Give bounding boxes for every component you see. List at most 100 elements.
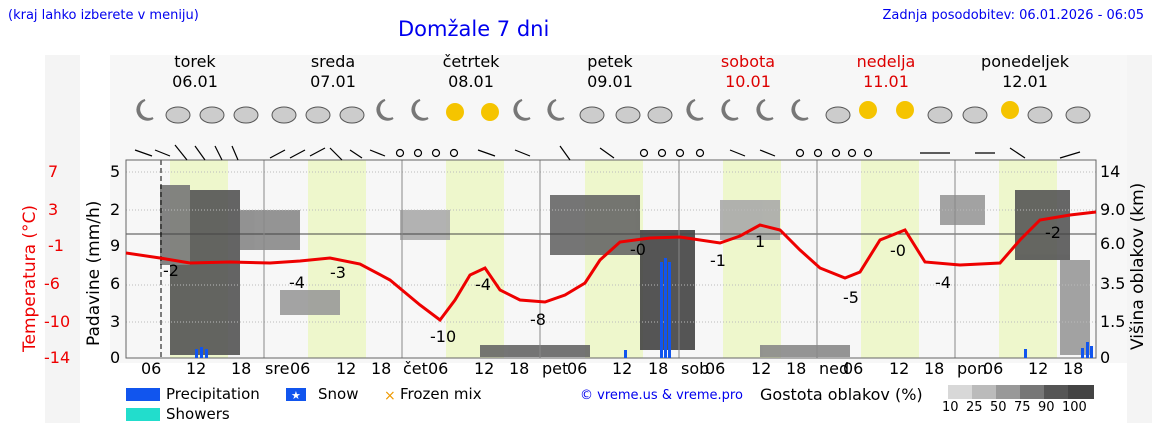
svg-text:-3: -3 xyxy=(330,263,346,282)
temp-tick: 7 xyxy=(48,162,59,181)
x-tick: 12 xyxy=(336,359,357,378)
day-date: 10.01 xyxy=(725,72,771,91)
cloud-tick: 1.5 xyxy=(1100,312,1126,331)
temp-tick: -6 xyxy=(44,274,60,293)
svg-text:1: 1 xyxy=(755,232,765,251)
precip-tick: 2 xyxy=(110,200,121,219)
legend-snow: Snow xyxy=(318,385,359,403)
precip-tick: 3 xyxy=(110,312,121,331)
x-tick: sob xyxy=(681,359,710,378)
credit-link[interactable]: © vreme.us & vreme.pro xyxy=(580,388,743,403)
precip-tick: 6 xyxy=(110,274,121,293)
x-tick: 06 xyxy=(290,359,311,378)
x-tick: 12 xyxy=(751,359,772,378)
precip-tick: 9 xyxy=(110,236,121,255)
temp-annotations: -2 -4 -3 -10 -4 -8 -0 -1 1 -5 -0 -4 -2 xyxy=(163,223,1061,346)
x-tick: ned xyxy=(819,359,850,378)
density-tick: 50 xyxy=(990,400,1007,415)
svg-text:-8: -8 xyxy=(530,310,546,329)
cloud-tick: 6.0 xyxy=(1100,234,1126,253)
x-tick: 12 xyxy=(1028,359,1049,378)
showers-swatch xyxy=(126,408,160,421)
day-date: 12.01 xyxy=(1002,72,1048,91)
x-tick: 18 xyxy=(509,359,530,378)
cloud-density-label: Gostota oblakov (%) xyxy=(760,385,923,404)
svg-text:-10: -10 xyxy=(430,327,456,346)
x-tick: 18 xyxy=(924,359,945,378)
svg-text:-4: -4 xyxy=(289,273,305,292)
temperature-line xyxy=(125,210,1097,323)
day-name: nedelja xyxy=(856,52,916,71)
x-tick: 06 xyxy=(428,359,449,378)
precip-bars xyxy=(195,258,1093,358)
x-tick: 06 xyxy=(141,359,162,378)
page-title: Domžale 7 dni xyxy=(398,17,550,41)
cloud-density xyxy=(160,185,1090,357)
x-tick: 12 xyxy=(612,359,633,378)
x-tick: 18 xyxy=(1063,359,1084,378)
x-tick: pet xyxy=(542,359,569,378)
region-hint: (kraj lahko izberete v meniju) xyxy=(8,8,199,23)
right-axis-band xyxy=(1127,55,1152,423)
temp-tick: -14 xyxy=(44,348,71,367)
density-tick: 25 xyxy=(966,400,983,415)
x-tick: 06 xyxy=(983,359,1004,378)
day-name: četrtek xyxy=(442,52,500,71)
svg-text:★: ★ xyxy=(291,389,301,402)
svg-text:-2: -2 xyxy=(1045,223,1061,242)
x-tick: 06 xyxy=(567,359,588,378)
last-update: Zadnja posodobitev: 06.01.2026 - 06:05 xyxy=(882,8,1144,23)
cloud-tick: 14 xyxy=(1100,162,1121,181)
temp-tick: 3 xyxy=(48,200,59,219)
cloud-axis-label: Višina oblakov (km) xyxy=(1128,182,1148,350)
x-tick: 12 xyxy=(889,359,910,378)
x-tick: sre xyxy=(265,359,290,378)
cloud-tick: 3.5 xyxy=(1100,274,1126,293)
x-tick: 12 xyxy=(474,359,495,378)
density-tick: 10 xyxy=(942,400,959,415)
svg-text:-0: -0 xyxy=(890,241,906,260)
svg-text:-0: -0 xyxy=(630,240,646,259)
precip-axis-label: Padavine (mm/h) xyxy=(84,200,104,346)
svg-text:-2: -2 xyxy=(163,261,179,280)
wind-row xyxy=(134,144,1081,161)
day-dividers xyxy=(263,160,956,358)
x-tick: 18 xyxy=(786,359,807,378)
svg-text:-5: -5 xyxy=(843,288,859,307)
x-tick: 18 xyxy=(371,359,392,378)
day-name: petek xyxy=(587,52,633,71)
temp-axis-label: Temperatura (°C) xyxy=(20,204,40,352)
x-tick: pon xyxy=(957,359,988,378)
svg-text:-1: -1 xyxy=(710,251,726,270)
svg-text:-4: -4 xyxy=(935,273,951,292)
legend-frozen-mix: Frozen mix xyxy=(400,385,482,403)
day-date: 11.01 xyxy=(863,72,909,91)
precip-tick: 0 xyxy=(110,348,121,367)
day-date: 07.01 xyxy=(310,72,356,91)
cloud-tick: 9.0 xyxy=(1100,200,1126,219)
density-tick: 90 xyxy=(1038,400,1055,415)
temp-tick: -10 xyxy=(44,312,71,331)
svg-text:-4: -4 xyxy=(475,275,491,294)
precip-swatch xyxy=(126,388,160,401)
density-tick: 100 xyxy=(1062,400,1087,415)
density-tick: 75 xyxy=(1014,400,1031,415)
day-date: 06.01 xyxy=(172,72,218,91)
x-tick: 06 xyxy=(843,359,864,378)
precip-tick: 5 xyxy=(110,162,121,181)
cloud-density-scale xyxy=(948,385,1094,399)
day-date: 08.01 xyxy=(448,72,494,91)
x-tick: čet xyxy=(403,359,428,378)
day-name: torek xyxy=(174,52,216,71)
legend-showers: Showers xyxy=(166,405,230,423)
x-tick: 12 xyxy=(186,359,207,378)
day-name: sobota xyxy=(720,52,776,71)
svg-text:×: × xyxy=(384,388,396,404)
temp-tick: -1 xyxy=(48,236,64,255)
day-date: 09.01 xyxy=(587,72,633,91)
left-axis-band xyxy=(45,55,80,423)
cloud-tick: 0 xyxy=(1100,348,1111,367)
weather-icons xyxy=(136,99,1091,124)
x-tick: 06 xyxy=(705,359,726,378)
